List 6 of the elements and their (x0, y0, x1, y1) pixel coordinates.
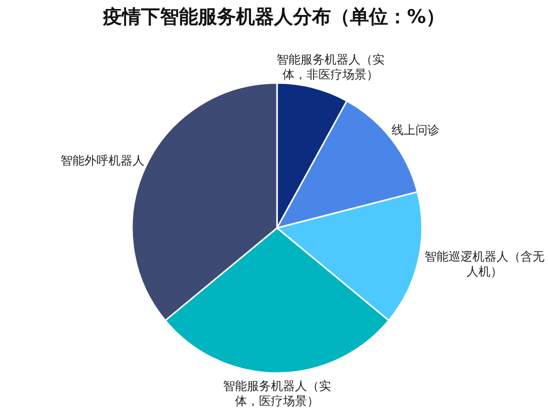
slice-label: 智能服务机器人（实体，非医疗场景） (276, 52, 386, 82)
slice-label: 线上问诊 (391, 123, 440, 138)
slice-label: 智能外呼机器人 (60, 153, 144, 168)
slice-label: 智能服务机器人（实体，医疗场景） (222, 379, 332, 409)
slice-label: 智能巡逻机器人（含无人机） (424, 249, 546, 280)
chart-title: 疫情下智能服务机器人分布（单位：%） (102, 5, 446, 30)
